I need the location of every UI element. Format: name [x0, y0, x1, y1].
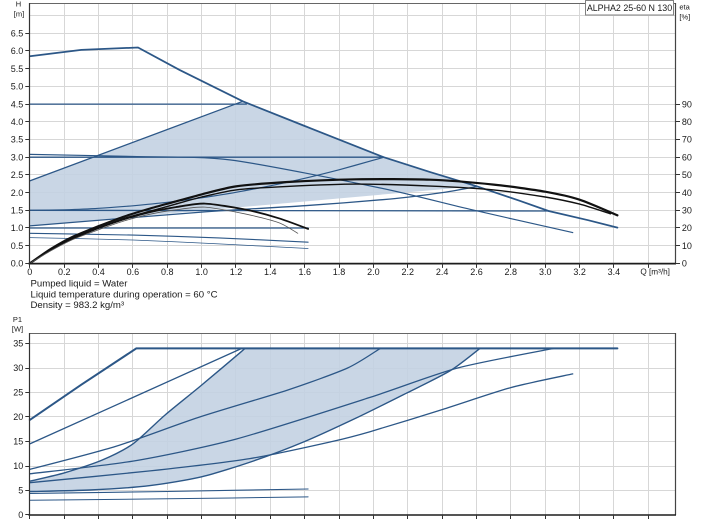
- svg-text:2.5: 2.5: [11, 170, 24, 180]
- svg-text:1.4: 1.4: [264, 267, 277, 277]
- svg-text:2.8: 2.8: [505, 267, 518, 277]
- svg-text:0.5: 0.5: [11, 241, 24, 251]
- svg-text:P1: P1: [13, 315, 22, 324]
- svg-text:Pumped liquid = Water: Pumped liquid = Water: [31, 278, 129, 289]
- svg-text:1.8: 1.8: [333, 267, 346, 277]
- svg-text:0: 0: [18, 510, 23, 520]
- svg-text:20: 20: [13, 412, 23, 422]
- svg-text:20: 20: [682, 223, 692, 233]
- svg-text:5: 5: [18, 486, 23, 496]
- svg-text:0.4: 0.4: [92, 267, 105, 277]
- svg-text:3.4: 3.4: [608, 267, 621, 277]
- svg-text:1.2: 1.2: [230, 267, 243, 277]
- svg-text:80: 80: [682, 117, 692, 127]
- svg-text:2.0: 2.0: [11, 188, 24, 198]
- svg-text:2.2: 2.2: [402, 267, 415, 277]
- svg-text:Density = 983.2 kg/m³: Density = 983.2 kg/m³: [31, 300, 125, 311]
- svg-text:ALPHA2 25-60 N 130: ALPHA2 25-60 N 130: [587, 3, 672, 13]
- svg-text:[m]: [m]: [14, 9, 24, 18]
- svg-text:6.5: 6.5: [11, 29, 24, 39]
- svg-text:40: 40: [682, 188, 692, 198]
- svg-text:1.0: 1.0: [195, 267, 208, 277]
- svg-text:0: 0: [682, 259, 687, 269]
- svg-text:1.0: 1.0: [11, 223, 24, 233]
- svg-text:0: 0: [27, 267, 32, 277]
- svg-text:30: 30: [13, 363, 23, 373]
- svg-text:[%]: [%]: [679, 13, 690, 22]
- svg-text:50: 50: [682, 170, 692, 180]
- svg-text:10: 10: [13, 461, 23, 471]
- svg-text:5.5: 5.5: [11, 64, 24, 74]
- svg-text:3.2: 3.2: [573, 267, 586, 277]
- svg-text:[W]: [W]: [12, 324, 23, 333]
- svg-text:2.6: 2.6: [470, 267, 483, 277]
- svg-text:35: 35: [13, 339, 23, 349]
- svg-text:3.5: 3.5: [11, 135, 24, 145]
- svg-text:3.0: 3.0: [11, 152, 24, 162]
- svg-text:2.4: 2.4: [436, 267, 449, 277]
- svg-text:60: 60: [682, 152, 692, 162]
- svg-text:0.2: 0.2: [58, 267, 71, 277]
- svg-text:2.0: 2.0: [367, 267, 380, 277]
- svg-text:0.8: 0.8: [161, 267, 174, 277]
- svg-text:6.0: 6.0: [11, 46, 24, 56]
- svg-text:4.0: 4.0: [11, 117, 24, 127]
- svg-text:1.5: 1.5: [11, 206, 24, 216]
- svg-text:10: 10: [682, 241, 692, 251]
- svg-text:1.6: 1.6: [298, 267, 311, 277]
- svg-text:0.0: 0.0: [11, 259, 24, 269]
- svg-text:30: 30: [682, 206, 692, 216]
- svg-text:0.6: 0.6: [127, 267, 140, 277]
- svg-text:70: 70: [682, 135, 692, 145]
- svg-text:3.0: 3.0: [539, 267, 552, 277]
- svg-text:5.0: 5.0: [11, 82, 24, 92]
- svg-text:Q [m³/h]: Q [m³/h]: [640, 268, 670, 277]
- svg-text:4.5: 4.5: [11, 99, 24, 109]
- svg-text:25: 25: [13, 388, 23, 398]
- svg-text:Liquid temperature during oper: Liquid temperature during operation = 60…: [31, 289, 218, 300]
- svg-text:90: 90: [682, 99, 692, 109]
- svg-text:H: H: [16, 0, 21, 8]
- svg-text:eta: eta: [679, 3, 690, 12]
- svg-text:15: 15: [13, 437, 23, 447]
